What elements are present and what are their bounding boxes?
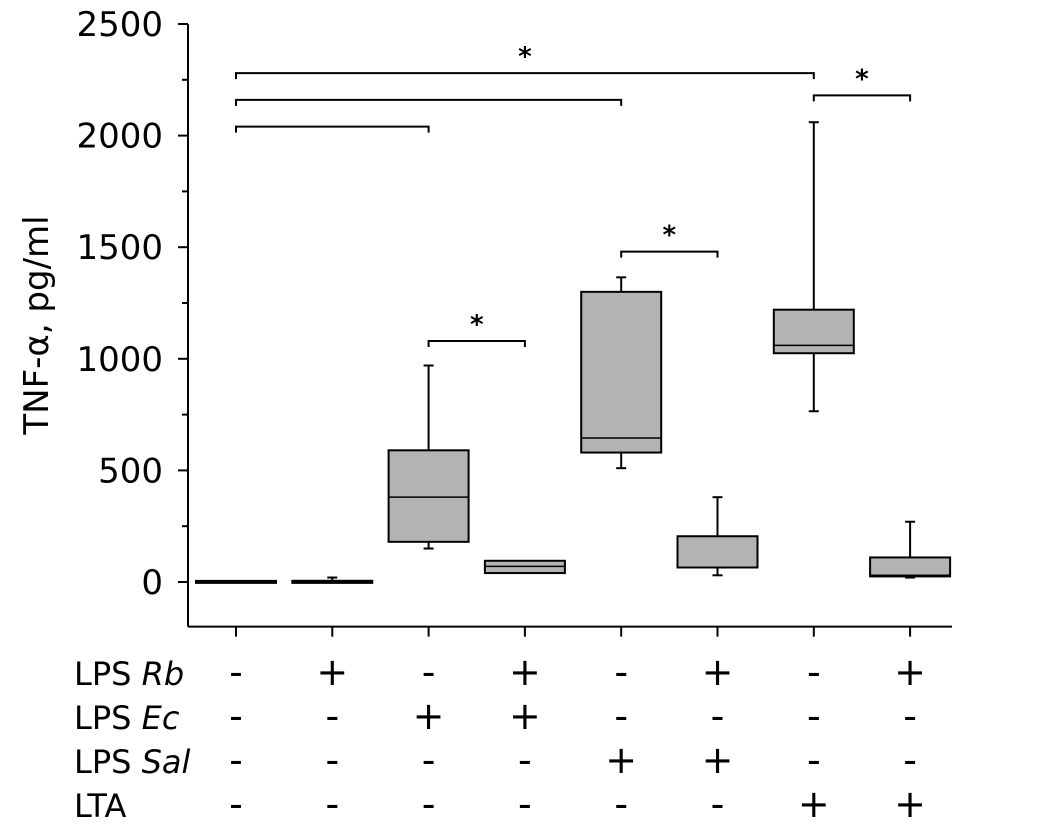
condition-label: LTA bbox=[74, 787, 126, 825]
box-iqr bbox=[869, 556, 952, 578]
box-group-7 bbox=[772, 121, 855, 413]
significance-brackets: * * * * bbox=[235, 42, 912, 347]
significance-bracket-5: * bbox=[620, 221, 719, 258]
condition-sign: - bbox=[325, 738, 339, 782]
condition-sign: - bbox=[711, 782, 725, 826]
condition-sign: - bbox=[422, 650, 436, 694]
y-tick-label: 0 bbox=[141, 563, 163, 603]
significance-bracket-4 bbox=[235, 125, 430, 133]
condition-sign: - bbox=[422, 738, 436, 782]
condition-sign: - bbox=[903, 738, 917, 782]
y-tick-label: 2500 bbox=[76, 5, 163, 45]
condition-sign: - bbox=[422, 782, 436, 826]
condition-sign: + bbox=[702, 738, 734, 782]
significance-star: * bbox=[855, 64, 869, 94]
condition-sign: + bbox=[605, 738, 637, 782]
condition-sign: + bbox=[702, 650, 734, 694]
box-group-8 bbox=[869, 520, 952, 579]
condition-sign: + bbox=[798, 782, 830, 826]
significance-bracket-2: * bbox=[812, 64, 912, 102]
box-iqr bbox=[676, 535, 759, 569]
box-group-2 bbox=[291, 576, 374, 584]
y-tick-label: 2000 bbox=[76, 117, 163, 157]
bracket-line bbox=[427, 339, 526, 347]
y-axis-label: TNF-α, pg/ml bbox=[17, 215, 57, 435]
condition-sign: - bbox=[325, 782, 339, 826]
box-group-4 bbox=[483, 559, 566, 575]
bracket-line bbox=[235, 98, 623, 106]
box-iqr bbox=[580, 290, 663, 454]
box-group-6 bbox=[676, 496, 759, 577]
condition-sign: + bbox=[894, 782, 926, 826]
condition-sign: - bbox=[614, 650, 628, 694]
condition-row-4: LTA - - - - - - + + bbox=[74, 782, 926, 826]
box-iqr bbox=[772, 308, 855, 355]
box-group-1 bbox=[195, 579, 277, 584]
bracket-line bbox=[620, 250, 719, 258]
box-group-3 bbox=[387, 364, 470, 550]
condition-sign: - bbox=[229, 694, 243, 738]
axes: 0 500 1000 1500 2000 2500 bbox=[76, 5, 952, 637]
condition-label: LPS Sal bbox=[74, 743, 191, 781]
y-tick-label: 500 bbox=[98, 451, 163, 491]
condition-sign: - bbox=[518, 782, 532, 826]
condition-sign: - bbox=[807, 738, 821, 782]
significance-star: * bbox=[663, 221, 677, 251]
significance-bracket-3 bbox=[235, 98, 623, 106]
bracket-line bbox=[235, 125, 430, 133]
box-group-5 bbox=[580, 276, 663, 470]
significance-bracket-6: * bbox=[427, 310, 526, 347]
condition-label: LPS Ec bbox=[74, 699, 180, 737]
condition-sign: - bbox=[518, 738, 532, 782]
condition-sign: + bbox=[894, 650, 926, 694]
condition-row-2: LPS Ec - - + + - - - - bbox=[74, 694, 917, 738]
condition-sign: - bbox=[229, 738, 243, 782]
condition-sign: + bbox=[509, 694, 541, 738]
y-tick-label: 1000 bbox=[76, 340, 163, 380]
condition-sign: - bbox=[711, 694, 725, 738]
condition-sign: - bbox=[229, 782, 243, 826]
condition-sign: - bbox=[903, 694, 917, 738]
significance-bracket-1: * bbox=[235, 42, 815, 80]
condition-label: LPS Rb bbox=[74, 655, 184, 693]
condition-table: LPS Rb - + - + - + - +LPS Ec - - + + - - - -LPS Sal - - - - +… bbox=[74, 650, 926, 826]
condition-sign: + bbox=[316, 650, 348, 694]
condition-row-1: LPS Rb - + - + - + - + bbox=[74, 650, 926, 694]
y-tick-label: 1500 bbox=[76, 228, 163, 268]
condition-sign: - bbox=[807, 650, 821, 694]
box-series bbox=[195, 121, 952, 584]
condition-sign: + bbox=[413, 694, 445, 738]
box-iqr bbox=[387, 449, 470, 543]
condition-sign: - bbox=[325, 694, 339, 738]
condition-sign: - bbox=[807, 694, 821, 738]
bracket-line bbox=[235, 72, 815, 80]
condition-sign: - bbox=[614, 694, 628, 738]
condition-sign: - bbox=[614, 782, 628, 826]
significance-star: * bbox=[470, 310, 484, 340]
condition-sign: + bbox=[509, 650, 541, 694]
condition-sign: - bbox=[229, 650, 243, 694]
condition-row-3: LPS Sal - - - - + + - - bbox=[74, 738, 917, 782]
bracket-line bbox=[812, 94, 912, 102]
significance-star: * bbox=[518, 42, 532, 72]
